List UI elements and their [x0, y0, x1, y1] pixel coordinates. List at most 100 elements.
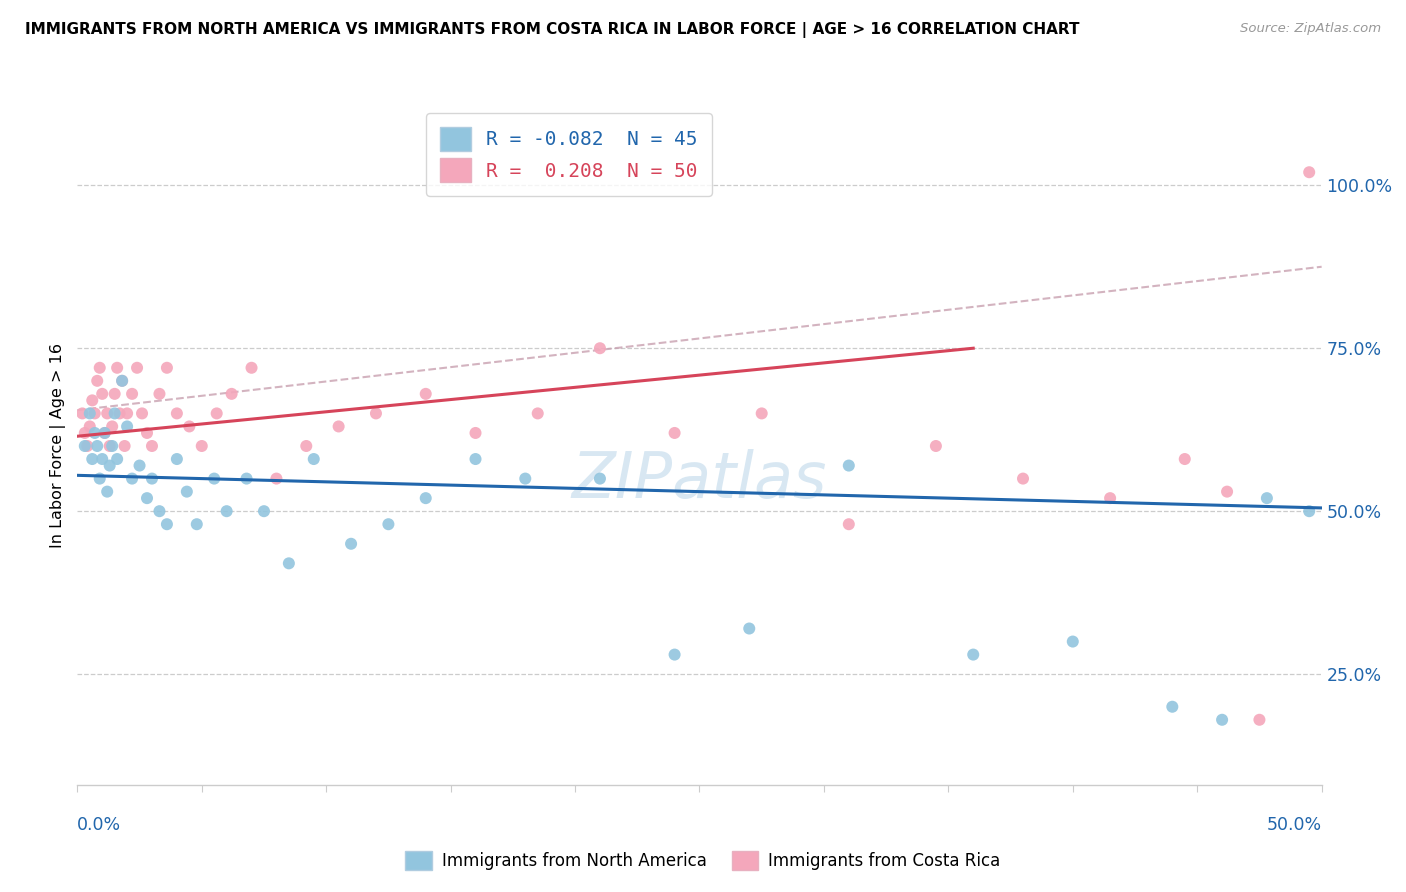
Point — [191, 439, 214, 453]
Point — [125, 360, 148, 375]
Point — [115, 419, 138, 434]
Point — [156, 360, 179, 375]
Point — [235, 472, 257, 486]
Point — [266, 472, 288, 486]
Point — [83, 425, 105, 440]
Point — [136, 425, 159, 440]
Point — [166, 452, 188, 467]
Point — [1298, 504, 1320, 518]
Point — [526, 406, 548, 420]
Point — [221, 387, 243, 401]
Point — [1256, 491, 1278, 505]
Point — [515, 472, 537, 486]
Point — [141, 472, 163, 486]
Point — [73, 439, 96, 453]
Point — [141, 439, 163, 453]
Point — [82, 393, 104, 408]
Point — [738, 622, 761, 636]
Point — [253, 504, 276, 518]
Legend: R = -0.082  N = 45, R =  0.208  N = 50: R = -0.082 N = 45, R = 0.208 N = 50 — [426, 113, 711, 196]
Point — [240, 360, 263, 375]
Point — [79, 406, 101, 420]
Point — [340, 537, 363, 551]
Point — [962, 648, 984, 662]
Point — [215, 504, 238, 518]
Point — [89, 472, 111, 486]
Point — [86, 374, 108, 388]
Point — [98, 458, 121, 473]
Point — [111, 374, 134, 388]
Point — [114, 439, 136, 453]
Point — [277, 557, 299, 571]
Point — [589, 341, 612, 355]
Point — [1211, 713, 1233, 727]
Point — [79, 419, 101, 434]
Point — [89, 360, 111, 375]
Point — [98, 439, 121, 453]
Point — [108, 406, 131, 420]
Point — [1216, 484, 1239, 499]
Point — [104, 406, 127, 420]
Point — [72, 406, 94, 420]
Point — [121, 472, 143, 486]
Point — [1161, 699, 1184, 714]
Text: ZIPatlas: ZIPatlas — [572, 449, 827, 511]
Point — [464, 425, 486, 440]
Point — [1062, 634, 1084, 648]
Point — [105, 360, 128, 375]
Point — [838, 517, 860, 532]
Point — [1174, 452, 1197, 467]
Point — [101, 439, 124, 453]
Point — [664, 425, 686, 440]
Point — [73, 425, 96, 440]
Point — [111, 374, 134, 388]
Point — [91, 387, 114, 401]
Point — [295, 439, 318, 453]
Point — [415, 387, 437, 401]
Point — [1012, 472, 1035, 486]
Point — [302, 452, 325, 467]
Point — [82, 452, 104, 467]
Point — [751, 406, 773, 420]
Point — [205, 406, 228, 420]
Point — [166, 406, 188, 420]
Legend: Immigrants from North America, Immigrants from Costa Rica: Immigrants from North America, Immigrant… — [399, 844, 1007, 877]
Point — [664, 648, 686, 662]
Point — [83, 406, 105, 420]
Point — [377, 517, 399, 532]
Point — [96, 484, 118, 499]
Point — [136, 491, 159, 505]
Point — [364, 406, 387, 420]
Point — [131, 406, 153, 420]
Point — [202, 472, 225, 486]
Point — [93, 425, 115, 440]
Point — [76, 439, 98, 453]
Point — [156, 517, 179, 532]
Y-axis label: In Labor Force | Age > 16: In Labor Force | Age > 16 — [51, 343, 66, 549]
Text: Source: ZipAtlas.com: Source: ZipAtlas.com — [1240, 22, 1381, 36]
Point — [148, 504, 170, 518]
Point — [838, 458, 860, 473]
Point — [1298, 165, 1320, 179]
Text: 50.0%: 50.0% — [1267, 816, 1322, 834]
Point — [115, 406, 138, 420]
Point — [589, 472, 612, 486]
Point — [105, 452, 128, 467]
Point — [93, 425, 115, 440]
Point — [186, 517, 208, 532]
Point — [415, 491, 437, 505]
Point — [179, 419, 201, 434]
Point — [121, 387, 143, 401]
Point — [925, 439, 948, 453]
Text: 0.0%: 0.0% — [77, 816, 121, 834]
Point — [1249, 713, 1271, 727]
Point — [148, 387, 170, 401]
Text: IMMIGRANTS FROM NORTH AMERICA VS IMMIGRANTS FROM COSTA RICA IN LABOR FORCE | AGE: IMMIGRANTS FROM NORTH AMERICA VS IMMIGRA… — [25, 22, 1080, 38]
Point — [464, 452, 486, 467]
Point — [128, 458, 150, 473]
Point — [96, 406, 118, 420]
Point — [176, 484, 198, 499]
Point — [101, 419, 124, 434]
Point — [1099, 491, 1122, 505]
Point — [86, 439, 108, 453]
